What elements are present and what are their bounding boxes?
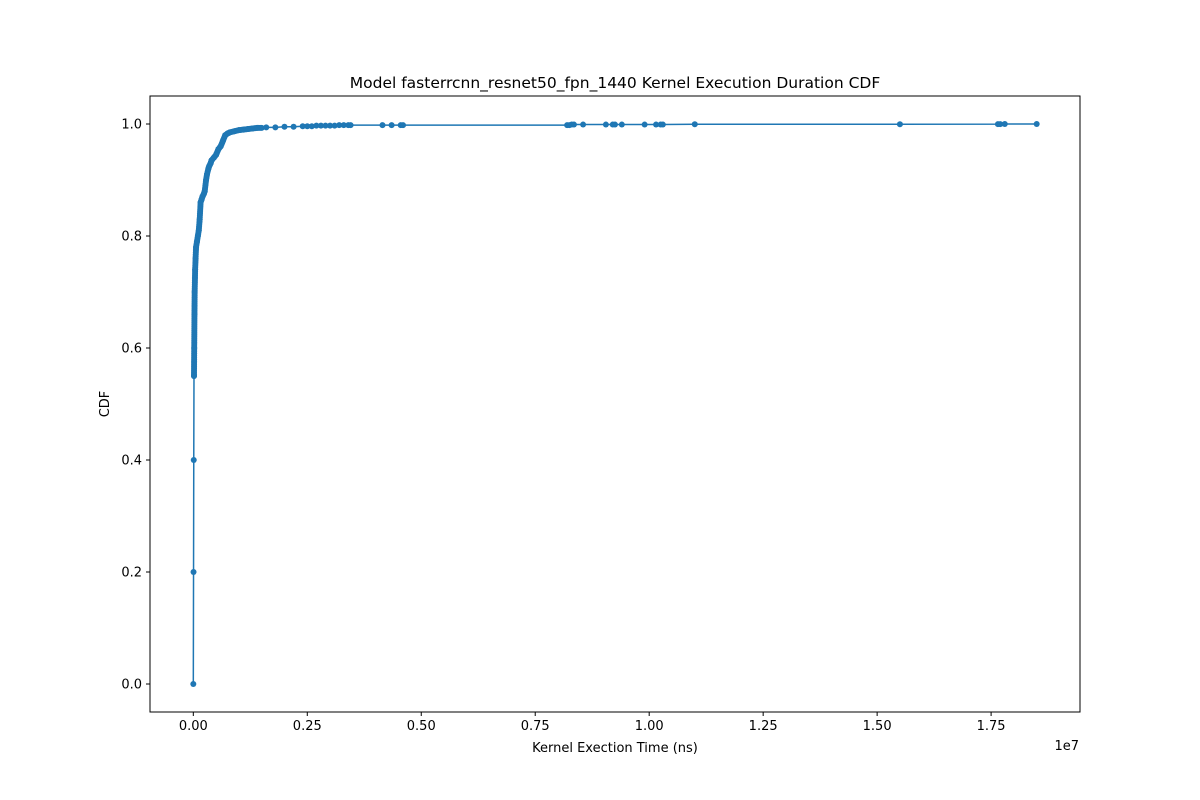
cdf-data-point bbox=[336, 122, 343, 129]
x-tick-label: 1.75 bbox=[977, 719, 1006, 734]
cdf-data-point bbox=[191, 345, 198, 351]
cdf-data-point bbox=[308, 123, 315, 130]
cdf-data-point bbox=[618, 121, 625, 128]
cdf-data-point bbox=[1001, 121, 1008, 128]
cdf-data-point bbox=[691, 121, 698, 128]
series-layer bbox=[190, 121, 1040, 687]
cdf-data-point bbox=[203, 171, 210, 178]
x-tick-label: 1.00 bbox=[635, 719, 664, 734]
y-tick-label: 0.0 bbox=[121, 678, 142, 693]
cdf-data-point bbox=[190, 681, 197, 687]
cdf-data-point bbox=[192, 255, 199, 262]
cdf-data-point bbox=[340, 122, 347, 129]
cdf-data-point bbox=[313, 122, 320, 129]
y-axis: 0.0 0.2 0.4 0.6 0.8 1.0 bbox=[121, 118, 150, 693]
cdf-data-point bbox=[580, 121, 587, 128]
cdf-data-point bbox=[203, 177, 210, 183]
cdf-data-point bbox=[245, 126, 252, 133]
cdf-data-point bbox=[602, 121, 609, 128]
x-tick-label: 1.25 bbox=[749, 719, 778, 734]
cdf-data-point bbox=[272, 124, 279, 131]
x-tick-label: 0.00 bbox=[179, 719, 208, 734]
cdf-data-point bbox=[653, 121, 660, 128]
cdf-data-point bbox=[201, 188, 208, 195]
cdf-data-point bbox=[258, 124, 265, 131]
cdf-data-point bbox=[322, 122, 329, 129]
cdf-data-point bbox=[641, 121, 648, 128]
cdf-data-point bbox=[249, 125, 256, 132]
x-tick-label: 1.50 bbox=[863, 719, 892, 734]
cdf-data-point bbox=[254, 124, 261, 131]
cdf-data-point bbox=[240, 126, 247, 133]
cdf-data-point bbox=[400, 122, 407, 129]
cdf-data-point bbox=[194, 233, 201, 239]
y-tick-label: 0.8 bbox=[121, 230, 142, 245]
cdf-data-point bbox=[659, 121, 666, 128]
x-axis-offset-label: 1e7 bbox=[1054, 739, 1079, 754]
cdf-data-point bbox=[235, 127, 242, 134]
y-tick-label: 0.6 bbox=[121, 342, 142, 357]
y-tick-label: 1.0 bbox=[121, 118, 142, 133]
cdf-data-point bbox=[570, 121, 577, 128]
cdf-data-point bbox=[1033, 121, 1040, 127]
cdf-data-point bbox=[213, 151, 220, 158]
cdf-data-point bbox=[191, 289, 198, 295]
y-tick-label: 0.2 bbox=[121, 566, 142, 581]
cdf-data-point bbox=[191, 311, 198, 318]
cdf-data-point bbox=[281, 123, 288, 130]
cdf-data-point bbox=[196, 216, 203, 223]
y-tick-label: 0.4 bbox=[121, 454, 142, 469]
cdf-data-point bbox=[997, 121, 1004, 128]
cdf-data-point bbox=[612, 121, 618, 128]
x-axis-label: Kernel Exection Time (ns) bbox=[532, 741, 698, 756]
cdf-data-point bbox=[331, 122, 338, 129]
cdf-data-point bbox=[379, 122, 386, 129]
cdf-data-point bbox=[217, 143, 224, 150]
cdf-data-point bbox=[327, 122, 334, 129]
x-tick-label: 0.75 bbox=[521, 719, 550, 734]
x-tick-label: 0.50 bbox=[407, 719, 436, 734]
cdf-data-point bbox=[226, 129, 233, 136]
x-tick-label: 0.25 bbox=[293, 719, 322, 734]
cdf-data-point bbox=[193, 238, 200, 245]
cdf-data-point bbox=[299, 123, 306, 130]
y-axis-label: CDF bbox=[98, 391, 113, 418]
cdf-data-point bbox=[195, 227, 202, 234]
cdf-data-point bbox=[192, 266, 199, 273]
cdf-data-point bbox=[304, 123, 311, 130]
cdf-data-point bbox=[219, 137, 226, 144]
cdf-data-point bbox=[317, 122, 324, 129]
cdf-data-point bbox=[190, 569, 197, 575]
cdf-data-point bbox=[263, 124, 270, 131]
plot-frame bbox=[149, 95, 1081, 713]
x-axis: 0.00 0.25 0.50 0.75 1.00 1.25 1.50 1.75 bbox=[179, 712, 1006, 734]
cdf-data-point bbox=[193, 244, 200, 251]
cdf-data-point bbox=[347, 122, 354, 129]
cdf-data-point bbox=[231, 128, 238, 135]
cdf-data-point bbox=[896, 121, 903, 128]
cdf-data-point bbox=[190, 457, 197, 463]
cdf-data-point bbox=[290, 123, 297, 130]
cdf-data-point bbox=[388, 122, 395, 129]
chart-title: Model fasterrcnn_resnet50_fpn_1440 Kerne… bbox=[350, 74, 881, 93]
cdf-data-point bbox=[190, 373, 197, 379]
